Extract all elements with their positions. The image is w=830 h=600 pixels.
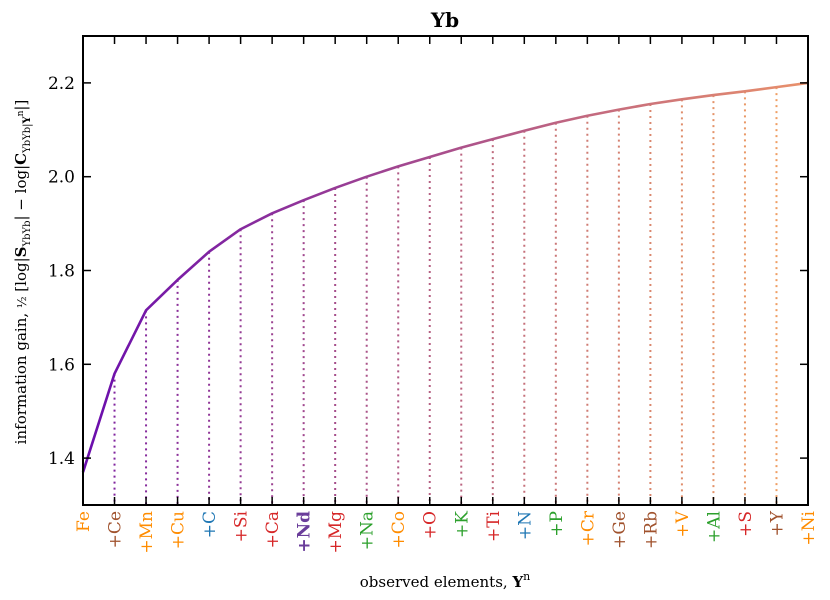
- x-category-label: +Y: [767, 510, 787, 536]
- x-category-label: +Ce: [106, 511, 126, 548]
- plot-frame: [82, 35, 809, 506]
- x-category-label: +Cu: [169, 511, 189, 549]
- y-tick-label: 1.6: [48, 355, 75, 375]
- x-category-label: +Ge: [610, 511, 630, 549]
- y-tick-label: 2.0: [48, 168, 75, 188]
- y-tick-label: 2.2: [48, 74, 75, 94]
- x-category-label: +O: [421, 511, 441, 539]
- x-category-label: Fe: [74, 511, 94, 532]
- x-category-label: +Rb: [641, 511, 661, 549]
- x-category-label: +V: [673, 510, 693, 537]
- x-category-label: +Na: [358, 511, 378, 550]
- x-tick-labels: Fe +Ce +Mn +Cu +C +Si +Ca +Nd +Mg +Na +Co +O +K +Ti +N…: [74, 510, 819, 553]
- x-category-label: +K: [452, 511, 472, 538]
- drop-lines: [113, 82, 809, 505]
- x-category-label: +Mn: [137, 511, 157, 554]
- y-axis-label: information gain, ½ [log|SYbYb| − log|CY…: [12, 100, 33, 445]
- y-tick-label: 1.4: [48, 449, 75, 469]
- x-category-label: +Cr: [578, 510, 598, 546]
- x-category-label: +P: [547, 511, 567, 537]
- x-category-label: +Ca: [263, 511, 283, 548]
- x-category-label: +Co: [389, 511, 409, 549]
- x-category-label: +Ti: [484, 510, 504, 542]
- x-category-label: +Mg: [326, 511, 346, 554]
- x-category-label: +N: [515, 511, 535, 540]
- series-line: [81, 81, 809, 473]
- x-category-label: +Ni: [799, 510, 819, 545]
- x-category-label: +Al: [704, 511, 724, 543]
- y-tick-label: 1.8: [48, 262, 75, 282]
- x-category-label: +S: [736, 511, 756, 537]
- x-axis-label: observed elements, Yn: [360, 570, 531, 591]
- chart-title: Yb: [430, 8, 459, 32]
- x-category-label: +Si: [232, 510, 252, 542]
- y-axis: 1.4 1.6 1.8 2.0 2.2: [48, 74, 808, 469]
- x-category-label: +C: [200, 511, 220, 538]
- x-axis: [82, 36, 809, 505]
- x-category-label: +Nd: [295, 511, 315, 553]
